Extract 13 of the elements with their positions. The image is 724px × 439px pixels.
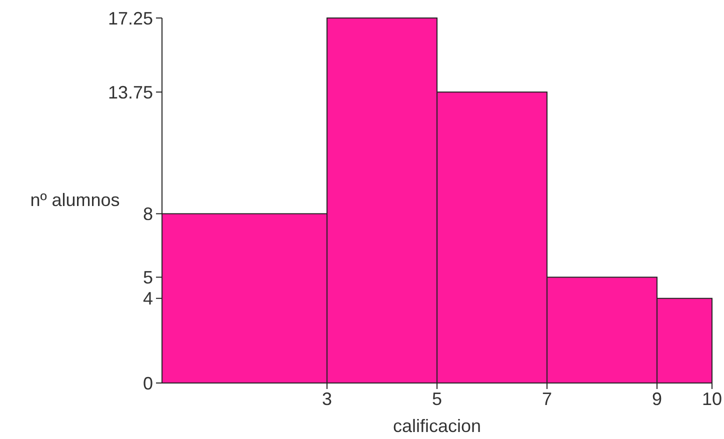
x-tick-label: 9 [652, 388, 662, 409]
y-tick-label: 5 [142, 268, 153, 288]
y-tick-label: 17.25 [108, 8, 153, 28]
x-axis-title: calificacion [392, 416, 482, 436]
y-tick-label: 13.75 [108, 82, 153, 102]
y-tick-label: 8 [142, 204, 153, 224]
y-axis-title: nº alumnos [30, 190, 120, 210]
y-tick-label: 4 [142, 288, 153, 309]
y-tick-label: 0 [142, 373, 153, 394]
x-tick-label: 10 [702, 388, 722, 409]
x-tick-label: 3 [322, 388, 332, 409]
x-tick-label: 5 [432, 388, 442, 409]
x-tick-label: 7 [542, 388, 552, 409]
